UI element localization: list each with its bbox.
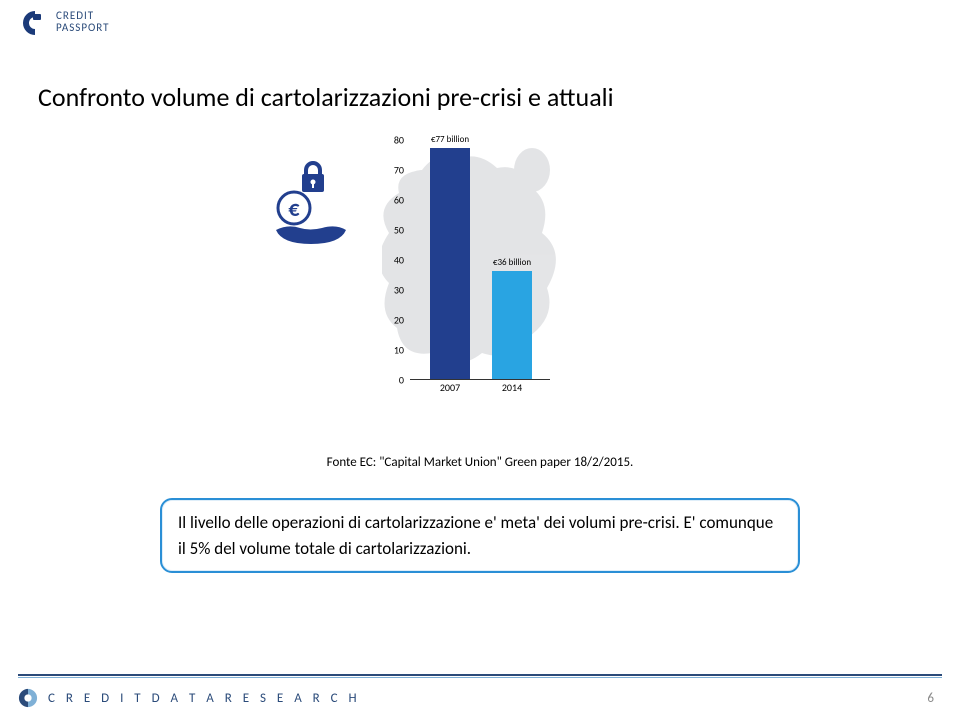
page-number: 6 bbox=[927, 691, 934, 706]
chart-container: € 01020304050607080 €77 billion €36 bill… bbox=[272, 140, 622, 440]
bar-2014: €36 billion bbox=[492, 271, 532, 379]
footer-divider bbox=[18, 674, 942, 678]
y-axis: 01020304050607080 bbox=[382, 140, 404, 380]
footer-logo: C R E D I T D A T A R E S E A R C H bbox=[18, 688, 361, 708]
y-tick: 60 bbox=[382, 194, 404, 207]
euro-hand-icon: € bbox=[272, 160, 352, 248]
y-tick: 20 bbox=[382, 314, 404, 327]
y-tick: 80 bbox=[382, 134, 404, 147]
y-tick: 50 bbox=[382, 224, 404, 237]
chart-bars: €77 billion €36 billion 2007 2014 bbox=[410, 140, 550, 380]
bar-2014-label: €36 billion bbox=[492, 257, 532, 268]
header-brand-text: CREDIT PASSPORT bbox=[56, 10, 110, 33]
footer-logo-icon bbox=[18, 688, 38, 708]
page-title: Confronto volume di cartolarizzazioni pr… bbox=[38, 81, 614, 113]
header-logo: CREDIT PASSPORT bbox=[22, 10, 110, 36]
x-label-2014: 2014 bbox=[492, 381, 532, 394]
y-tick: 0 bbox=[382, 374, 404, 387]
callout-box: Il livello delle operazioni di cartolari… bbox=[160, 498, 800, 573]
bar-2007-label: €77 billion bbox=[430, 134, 470, 145]
header-line1: CREDIT bbox=[56, 10, 110, 22]
y-tick: 10 bbox=[382, 344, 404, 357]
header-line2: PASSPORT bbox=[56, 22, 110, 34]
bar-chart: 01020304050607080 €77 billion €36 billio… bbox=[382, 140, 592, 405]
x-label-2007: 2007 bbox=[430, 381, 470, 394]
bar-2007: €77 billion bbox=[430, 148, 470, 379]
y-tick: 70 bbox=[382, 164, 404, 177]
svg-text:€: € bbox=[288, 195, 300, 222]
footer-brand-text: C R E D I T D A T A R E S E A R C H bbox=[48, 691, 361, 706]
chart-source: Fonte EC: "Capital Market Union" Green p… bbox=[0, 455, 960, 470]
y-tick: 40 bbox=[382, 254, 404, 267]
credit-passport-icon bbox=[22, 10, 48, 36]
y-tick: 30 bbox=[382, 284, 404, 297]
